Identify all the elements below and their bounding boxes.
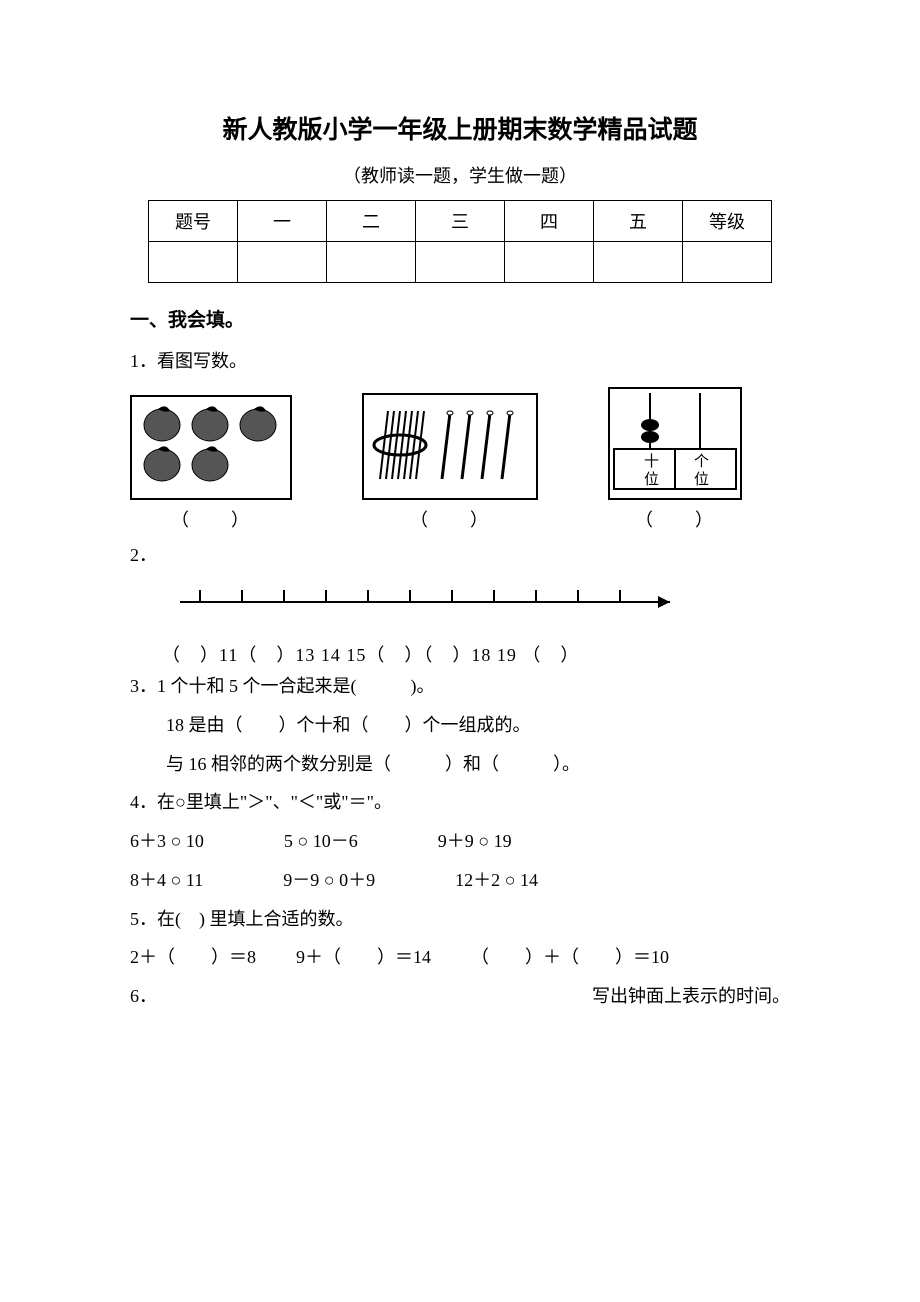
q3-line2: 18 是由（ ）个十和（ ）个一组成的。 bbox=[130, 706, 790, 745]
score-cell bbox=[683, 242, 772, 283]
q1-label: 1．看图写数。 bbox=[130, 342, 790, 381]
q4-item: 9＋9 ○ 19 bbox=[438, 822, 512, 861]
q5-label: 5．在( ) 里填上合适的数。 bbox=[130, 900, 790, 939]
score-header: 等级 bbox=[683, 201, 772, 242]
section-1-heading: 一、我会填。 bbox=[130, 305, 790, 332]
q4-item: 6＋3 ○ 10 bbox=[130, 822, 204, 861]
q4-item: 8＋4 ○ 11 bbox=[130, 861, 203, 900]
q2-numberline bbox=[170, 580, 790, 619]
q1-image-peaches: （ ） bbox=[130, 395, 292, 532]
q3-line3: 与 16 相邻的两个数分别是（ ）和（ ）。 bbox=[130, 745, 790, 784]
q1-image-abacus: 十 位 个 位 （ ） bbox=[608, 387, 742, 532]
svg-text:位: 位 bbox=[694, 471, 709, 488]
q4-label: 4．在○里填上"＞"、"＜"或"＝"。 bbox=[130, 783, 790, 822]
sticks-icon bbox=[370, 401, 530, 487]
q4-row1: 6＋3 ○ 10 5 ○ 10－6 9＋9 ○ 19 bbox=[130, 822, 790, 861]
page-subtitle: （教师读一题，学生做一题） bbox=[130, 162, 790, 188]
score-cell bbox=[238, 242, 327, 283]
q4-item: 9－9 ○ 0＋9 bbox=[283, 861, 375, 900]
score-cell bbox=[416, 242, 505, 283]
q5-item: （ ）＋（ ）＝10 bbox=[471, 938, 669, 977]
q1-blank-2: （ ） bbox=[362, 506, 538, 532]
score-header: 二 bbox=[327, 201, 416, 242]
score-header: 一 bbox=[238, 201, 327, 242]
q3-label: 3． bbox=[130, 676, 157, 696]
q5-row: 2＋（ ）＝8 9＋（ ）＝14 （ ）＋（ ）＝10 bbox=[130, 938, 790, 977]
q4-row2: 8＋4 ○ 11 9－9 ○ 0＋9 12＋2 ○ 14 bbox=[130, 861, 790, 900]
abacus-icon: 十 位 个 位 bbox=[610, 389, 740, 493]
q1-blank-1: （ ） bbox=[130, 506, 292, 532]
q5-item: 2＋（ ）＝8 bbox=[130, 938, 256, 977]
q1-images-row: （ ） bbox=[130, 387, 790, 532]
q4-item: 5 ○ 10－6 bbox=[284, 822, 358, 861]
q5-item: 9＋（ ）＝14 bbox=[296, 938, 431, 977]
q1-image-sticks: （ ） bbox=[362, 393, 538, 532]
svg-text:位: 位 bbox=[644, 471, 659, 488]
q3: 3．1 个十和 5 个一合起来是( )。 bbox=[130, 667, 790, 706]
page-title: 新人教版小学一年级上册期末数学精品试题 bbox=[130, 110, 790, 146]
score-header: 四 bbox=[505, 201, 594, 242]
score-table: 题号 一 二 三 四 五 等级 bbox=[148, 200, 772, 283]
score-cell bbox=[505, 242, 594, 283]
score-header: 题号 bbox=[149, 201, 238, 242]
q1-blank-3: （ ） bbox=[608, 506, 742, 532]
svg-text:十: 十 bbox=[644, 453, 659, 470]
q3-line1: 1 个十和 5 个一合起来是( )。 bbox=[157, 676, 435, 696]
q6-right: 写出钟面上表示的时间。 bbox=[592, 977, 790, 1016]
q6-row: 6． 写出钟面上表示的时间。 bbox=[130, 977, 790, 1016]
score-cell bbox=[327, 242, 416, 283]
score-cell bbox=[149, 242, 238, 283]
q2-sequence: （ ）11（ ）13 14 15（ ）（ ）18 19 （ ） bbox=[130, 641, 790, 667]
svg-text:个: 个 bbox=[694, 453, 709, 470]
score-header: 三 bbox=[416, 201, 505, 242]
peaches-icon bbox=[136, 401, 286, 489]
q6-left: 6． bbox=[130, 977, 157, 1016]
q4-item: 12＋2 ○ 14 bbox=[455, 861, 538, 900]
q2-label: 2． bbox=[130, 536, 790, 575]
score-header: 五 bbox=[594, 201, 683, 242]
score-cell bbox=[594, 242, 683, 283]
numberline-icon bbox=[170, 580, 690, 614]
